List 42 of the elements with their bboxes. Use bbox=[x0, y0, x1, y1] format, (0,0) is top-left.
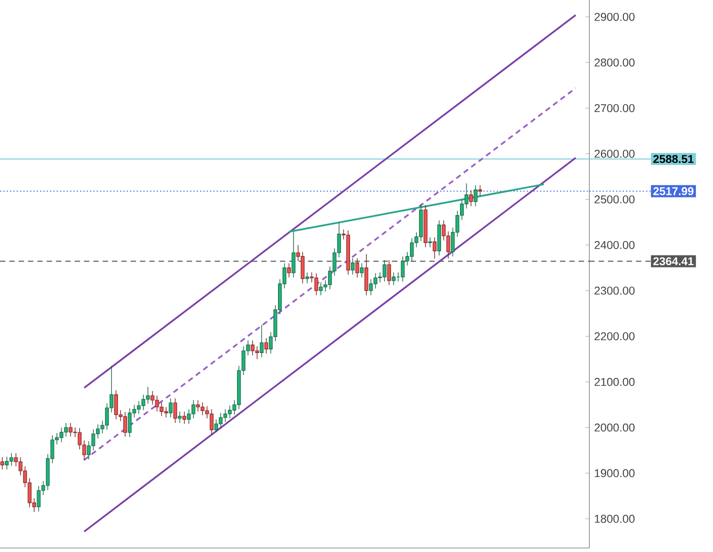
candlestick bbox=[432, 236, 436, 260]
candlestick bbox=[223, 408, 228, 422]
y-tick-label: 2100.00 bbox=[594, 378, 635, 386]
y-tick-label: 2400.00 bbox=[594, 241, 635, 250]
candlestick bbox=[428, 236, 432, 248]
y-tick-label: 2600.00 bbox=[594, 150, 635, 158]
y-tick-label: 1800.00 bbox=[594, 514, 635, 523]
candlestick bbox=[128, 408, 132, 438]
candlestick bbox=[478, 184, 482, 196]
candlestick bbox=[214, 418, 218, 432]
y-tick-label: 2300.00 bbox=[594, 286, 635, 295]
candlestick bbox=[305, 272, 310, 284]
candlestick bbox=[173, 398, 178, 424]
candlestick bbox=[360, 262, 364, 278]
y-tick-label: 2800.00 bbox=[594, 58, 635, 67]
candlestick bbox=[400, 256, 405, 282]
candlestick bbox=[218, 412, 223, 429]
candlestick bbox=[387, 260, 391, 286]
ref-line-label: 2364.41 bbox=[653, 257, 694, 266]
y-tick-label: 2900.00 bbox=[594, 12, 635, 21]
candlestick bbox=[314, 272, 318, 296]
ref-line-label: 2517.99 bbox=[653, 187, 694, 196]
candlestick bbox=[182, 411, 186, 424]
y-tick-label: 1900.00 bbox=[594, 469, 635, 478]
y-tick-label: 2000.00 bbox=[594, 424, 635, 432]
candlestick bbox=[264, 338, 268, 354]
candlestick bbox=[287, 262, 291, 278]
candlestick bbox=[168, 398, 173, 418]
candlestick bbox=[260, 324, 264, 358]
ref-line-label: 2588.51 bbox=[653, 154, 694, 164]
candlestick bbox=[474, 184, 478, 207]
candlestick bbox=[350, 258, 355, 276]
candlestick bbox=[355, 258, 360, 278]
candlestick bbox=[392, 272, 396, 286]
y-tick-label: 2700.00 bbox=[594, 104, 635, 112]
candlestick bbox=[364, 254, 368, 296]
candlestick bbox=[292, 231, 296, 278]
y-tick-label: 2500.00 bbox=[594, 195, 635, 204]
candlestick bbox=[0, 456, 4, 470]
y-tick-label: 2200.00 bbox=[594, 332, 635, 340]
candlestick bbox=[36, 486, 41, 512]
candlestick bbox=[469, 190, 473, 207]
